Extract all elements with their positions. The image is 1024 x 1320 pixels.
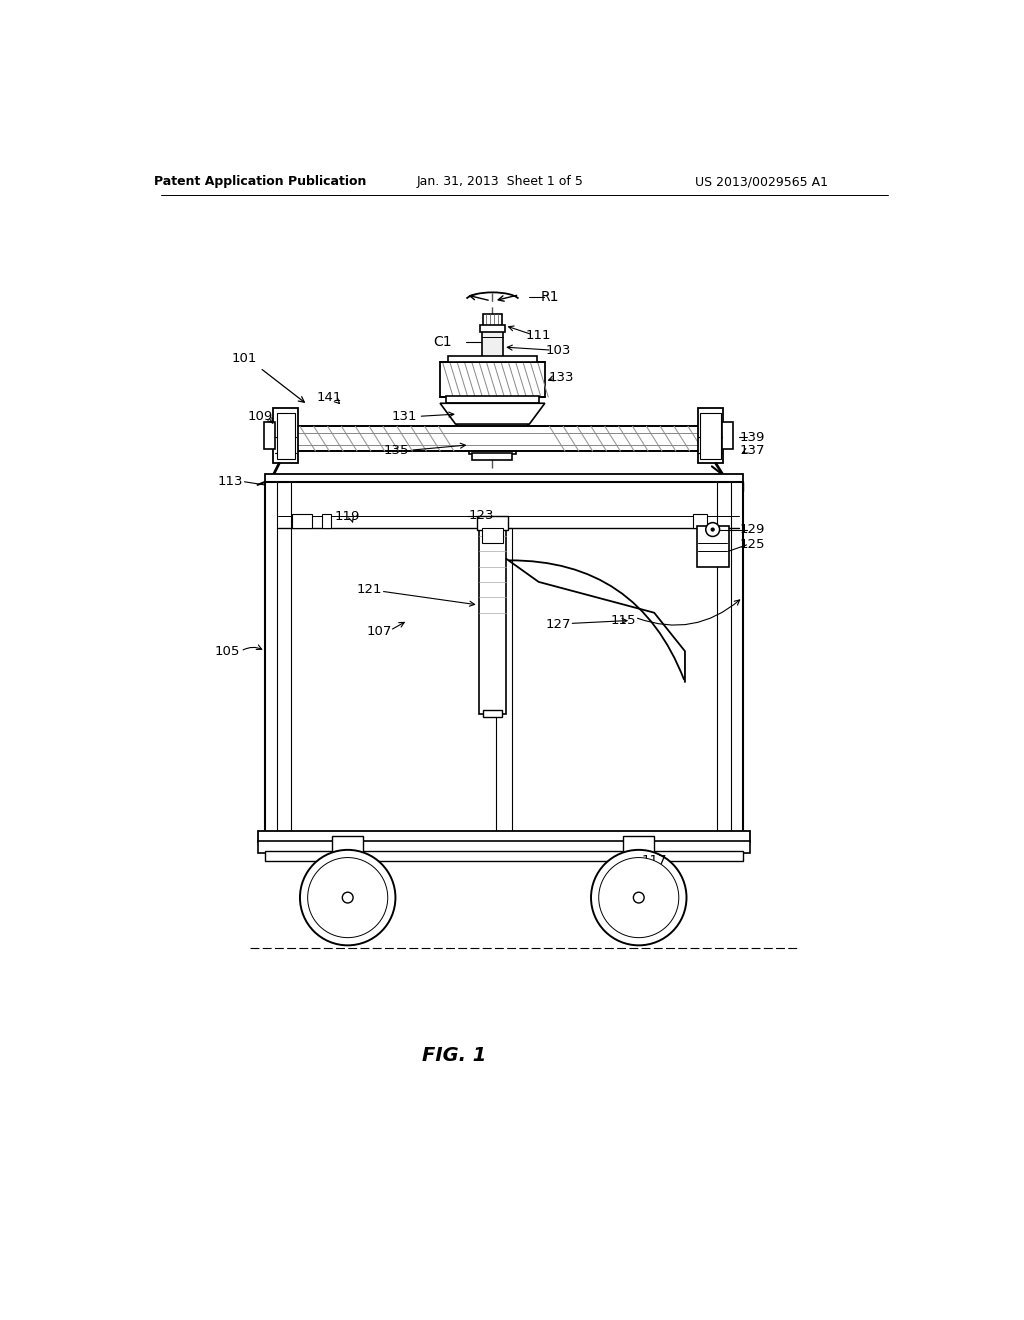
Bar — [481, 528, 503, 544]
Circle shape — [706, 523, 720, 536]
Text: 131: 131 — [391, 409, 417, 422]
Bar — [457, 408, 528, 429]
Circle shape — [300, 850, 395, 945]
Text: 123: 123 — [468, 510, 494, 523]
Text: 113: 113 — [218, 475, 244, 488]
Bar — [337, 851, 357, 870]
Bar — [440, 362, 545, 397]
Text: US 2013/0029565 A1: US 2013/0029565 A1 — [695, 176, 828, 187]
Bar — [698, 408, 724, 463]
Bar — [264, 422, 274, 449]
Bar — [483, 710, 502, 717]
Circle shape — [307, 858, 388, 937]
Text: 139: 139 — [740, 430, 765, 444]
Bar — [465, 428, 520, 437]
Bar — [276, 412, 295, 459]
Text: 125: 125 — [740, 539, 766, 552]
Bar — [717, 482, 731, 836]
Bar — [483, 314, 502, 327]
Bar — [722, 422, 733, 449]
Bar — [265, 474, 742, 483]
Text: 127: 127 — [545, 618, 570, 631]
Text: 141: 141 — [316, 391, 342, 404]
Text: 109: 109 — [247, 409, 272, 422]
Text: FIG. 1: FIG. 1 — [422, 1045, 486, 1065]
Text: Jan. 31, 2013  Sheet 1 of 5: Jan. 31, 2013 Sheet 1 of 5 — [417, 176, 584, 187]
Text: 137: 137 — [740, 445, 766, 458]
Bar — [447, 356, 538, 363]
Bar — [469, 445, 515, 454]
Bar — [696, 527, 729, 566]
Polygon shape — [440, 404, 545, 424]
Bar — [497, 528, 512, 836]
Bar — [446, 396, 539, 404]
Bar — [480, 326, 505, 331]
Bar — [258, 832, 751, 842]
Circle shape — [591, 850, 686, 945]
Bar — [265, 482, 742, 491]
Text: 121: 121 — [356, 583, 382, 597]
Text: 133: 133 — [549, 371, 574, 384]
Circle shape — [634, 892, 644, 903]
Text: 115: 115 — [610, 614, 636, 627]
Bar — [692, 513, 707, 528]
Bar — [276, 482, 291, 836]
Bar — [624, 836, 654, 853]
Text: 111: 111 — [526, 329, 551, 342]
Bar — [265, 851, 742, 861]
Bar — [481, 327, 503, 362]
Circle shape — [711, 528, 714, 531]
Text: 117: 117 — [641, 854, 667, 867]
Text: 105: 105 — [214, 644, 240, 657]
Bar — [699, 412, 721, 459]
Bar — [265, 482, 742, 836]
Text: 129: 129 — [740, 523, 765, 536]
Bar — [474, 436, 511, 446]
Text: 119: 119 — [335, 510, 360, 523]
Bar — [472, 453, 512, 461]
Text: C1: C1 — [433, 335, 452, 348]
Text: 103: 103 — [545, 345, 570, 358]
Bar — [296, 426, 712, 451]
Bar — [333, 836, 364, 853]
Bar — [477, 516, 508, 529]
Bar — [273, 408, 298, 463]
Circle shape — [599, 858, 679, 937]
Bar — [478, 528, 506, 714]
Bar — [322, 513, 331, 528]
Text: Patent Application Publication: Patent Application Publication — [154, 176, 367, 187]
Bar — [292, 513, 311, 528]
Text: 107: 107 — [367, 626, 392, 639]
Text: 135: 135 — [383, 445, 409, 458]
Bar — [628, 851, 648, 870]
Text: R1: R1 — [541, 290, 559, 304]
Text: 101: 101 — [231, 352, 257, 366]
Circle shape — [342, 892, 353, 903]
Bar — [258, 841, 751, 853]
